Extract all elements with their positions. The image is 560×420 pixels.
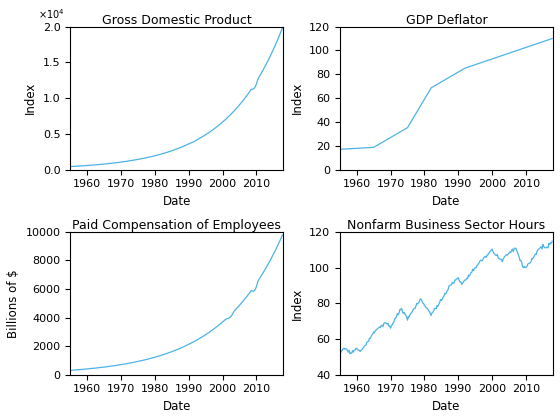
Title: GDP Deflator: GDP Deflator (405, 13, 487, 26)
Title: Paid Compensation of Employees: Paid Compensation of Employees (72, 219, 281, 232)
Text: $\times10^4$: $\times10^4$ (38, 7, 65, 21)
X-axis label: Date: Date (162, 400, 191, 413)
X-axis label: Date: Date (432, 400, 461, 413)
Y-axis label: Index: Index (291, 287, 304, 320)
Y-axis label: Index: Index (24, 82, 37, 114)
Y-axis label: Index: Index (291, 82, 304, 114)
Y-axis label: Billions of $: Billions of $ (7, 269, 20, 338)
X-axis label: Date: Date (162, 195, 191, 208)
Title: Nonfarm Business Sector Hours: Nonfarm Business Sector Hours (347, 219, 545, 232)
X-axis label: Date: Date (432, 195, 461, 208)
Title: Gross Domestic Product: Gross Domestic Product (102, 13, 251, 26)
